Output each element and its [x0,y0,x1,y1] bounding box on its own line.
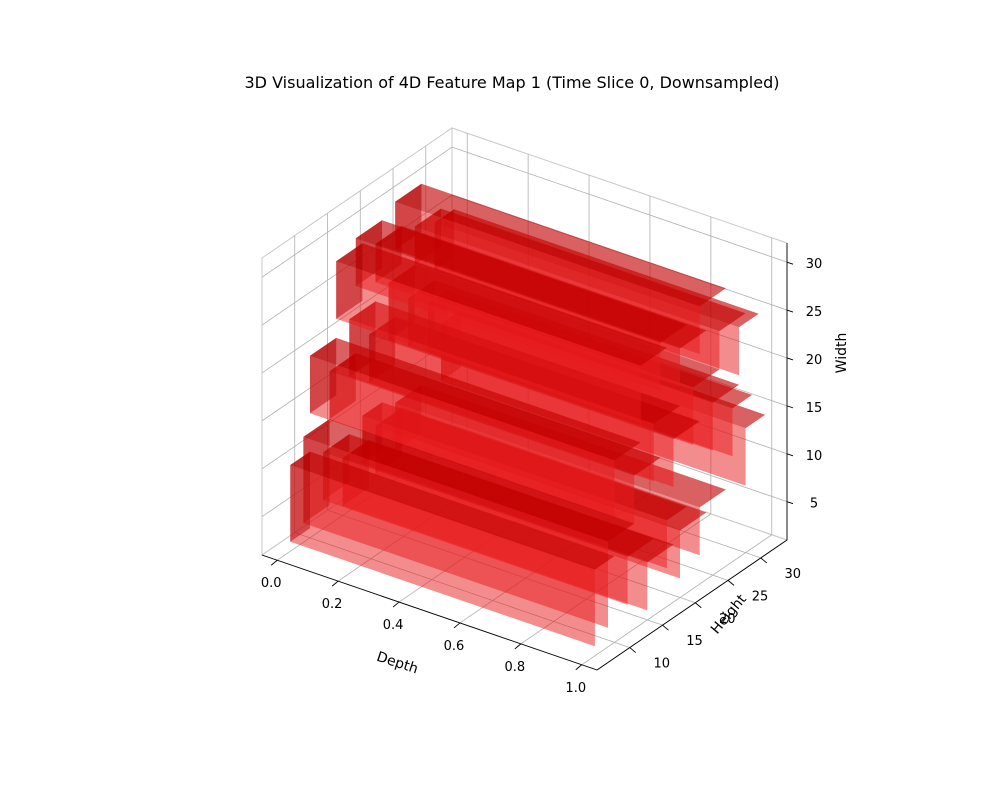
voxel-block [336,243,667,424]
axes-ticks: 0.0 0.2 0.4 0.6 0.8 1.0 10 15 20 25 30 5 10 15 20 25 30 [261,257,822,696]
voxel-top-face [303,419,635,542]
x-tick-mark [392,601,400,608]
z-tick-mark [786,453,794,457]
z-tick-label: 30 [806,257,823,272]
x-tick-label: 0.2 [322,597,343,612]
z-gridline [451,146,788,263]
y-tick-label: 10 [653,657,670,672]
x-tick-label: 0.4 [383,618,404,633]
y-tick-mark [662,624,669,631]
x-tick-label: 0.0 [261,576,282,591]
x-axis-label: Depth [374,649,420,677]
voxel-top-face [336,243,667,366]
z-tick-mark [786,501,794,505]
x-tick-label: 0.6 [444,639,465,654]
z-tick-label: 15 [806,401,823,416]
z-tick-label: 25 [806,305,823,320]
voxel-front-face [336,261,641,424]
y-tick-label: 25 [752,589,769,604]
y-tick-mark [694,602,702,609]
y-axis-label: Height [708,591,750,637]
y-tick-mark [760,557,768,564]
x-tick-mark [270,559,278,566]
voxel-top-face [310,337,641,461]
x-tick-label: 0.8 [505,660,526,675]
x-tick-mark [514,643,522,650]
voxel-front-face [290,465,595,647]
z-tick-label: 5 [810,497,818,512]
y-tick-mark [727,579,735,586]
voxel-front-face [310,355,615,518]
z-gridline [261,146,453,278]
voxel-top-face [355,220,687,343]
z-tick-mark [786,405,794,409]
voxel-top-face [290,451,615,570]
y-tick-label: 30 [785,567,802,582]
x-axis-line [261,554,598,671]
z-tick-label: 10 [806,449,823,464]
axes-lines [261,243,788,671]
x-tick-mark [453,622,461,629]
x-tick-mark [331,580,339,587]
z-tick-mark [786,309,794,313]
x-tick-label: 1.0 [565,681,586,696]
z-tick-mark [786,357,794,361]
x-tick-mark [575,664,583,671]
z-tick-mark [786,261,794,265]
y-tick-label: 15 [686,634,703,649]
y-axis-line [596,539,788,671]
voxel-block [290,451,615,647]
voxel-volume [290,183,766,647]
y-tick-label: 20 [719,612,736,627]
z-tick-label: 20 [806,353,823,368]
z-axis-label: Width [834,333,850,374]
chart-title: 3D Visualization of 4D Feature Map 1 (Ti… [244,73,779,92]
voxel-top-face [395,183,726,307]
voxel-block [310,337,641,518]
y-tick-mark [629,647,637,653]
x-gridline [581,534,772,666]
